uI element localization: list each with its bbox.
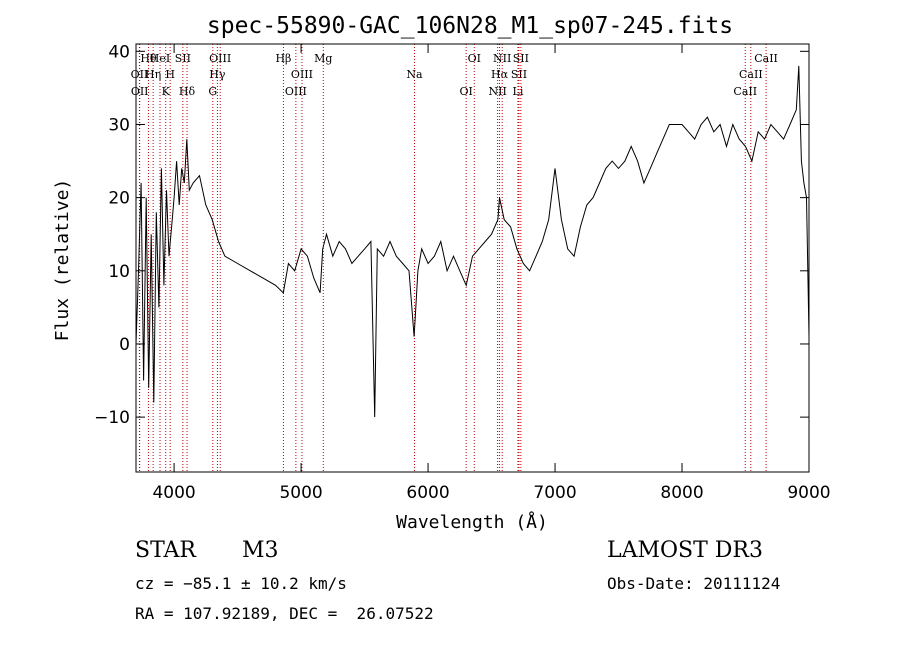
line-markers-layer: HθOIIOIIHeIHηKSIIHHδOIIIHγGHβOIIIOIIIMgN…: [131, 44, 778, 472]
marker-label: H: [165, 68, 175, 81]
chart-title: spec-55890-GAC_106N28_M1_sp07-245.fits: [207, 13, 733, 39]
x-tick-label: 6000: [406, 483, 449, 503]
series-layer: [135, 65, 810, 418]
marker-label: Hθ: [140, 52, 157, 65]
survey-name: LAMOST DR3: [607, 538, 763, 563]
marker-label: OII: [131, 85, 149, 98]
marker-label: Hγ: [209, 68, 226, 81]
x-tick-label: 5000: [279, 483, 322, 503]
marker-label: OIII: [291, 68, 313, 81]
y-tick-label: 0: [119, 335, 130, 355]
marker-label: K: [162, 85, 171, 98]
x-tick-label: 7000: [533, 483, 576, 503]
marker-label: NII: [493, 52, 511, 65]
coordinates: RA = 107.92189, DEC = 26.07522: [135, 604, 434, 623]
marker-label: CaII: [754, 52, 778, 65]
marker-label: OIII: [285, 85, 307, 98]
observation-date: Obs-Date: 20111124: [607, 574, 781, 593]
x-tick-label: 4000: [152, 483, 195, 503]
x-axis-label: Wavelength (Å): [396, 511, 548, 533]
redshift-velocity: cz = −85.1 ± 10.2 km/s: [135, 574, 347, 593]
marker-label: Hη: [145, 68, 161, 81]
marker-label: OIII: [209, 52, 231, 65]
marker-label: Li: [513, 85, 524, 98]
marker-label: NII: [488, 85, 506, 98]
y-tick-label: 10: [108, 262, 130, 282]
marker-label: Hδ: [179, 85, 196, 98]
marker-label: Hβ: [275, 52, 291, 65]
marker-label: SII: [513, 52, 529, 65]
x-tick-label: 9000: [787, 483, 830, 503]
marker-label: SII: [511, 68, 527, 81]
ticks-layer: 4000 5000 6000 7000 8000 9000 −10 0 10 20 30 40: [94, 42, 831, 503]
marker-label: G: [208, 85, 217, 98]
marker-label: CaII: [733, 85, 757, 98]
marker-label: CaII: [739, 68, 763, 81]
object-subclass: M3: [242, 538, 279, 563]
y-tick-label: 40: [108, 42, 130, 62]
series-line-flux: [135, 65, 810, 418]
marker-label: Hα: [491, 68, 509, 81]
y-tick-label: −10: [94, 408, 130, 428]
y-tick-label: 30: [108, 115, 130, 135]
object-class: STAR: [135, 538, 196, 563]
marker-label: Na: [406, 68, 423, 81]
marker-label: OI: [468, 52, 481, 65]
plot-frame: [135, 43, 810, 473]
marker-label: Mg: [314, 52, 332, 65]
y-axis-label: Flux (relative): [52, 179, 73, 342]
x-tick-label: 8000: [660, 483, 703, 503]
marker-label: HeI: [150, 52, 170, 65]
marker-label: SII: [175, 52, 191, 65]
marker-label: OI: [459, 85, 472, 98]
y-tick-label: 20: [108, 189, 130, 209]
